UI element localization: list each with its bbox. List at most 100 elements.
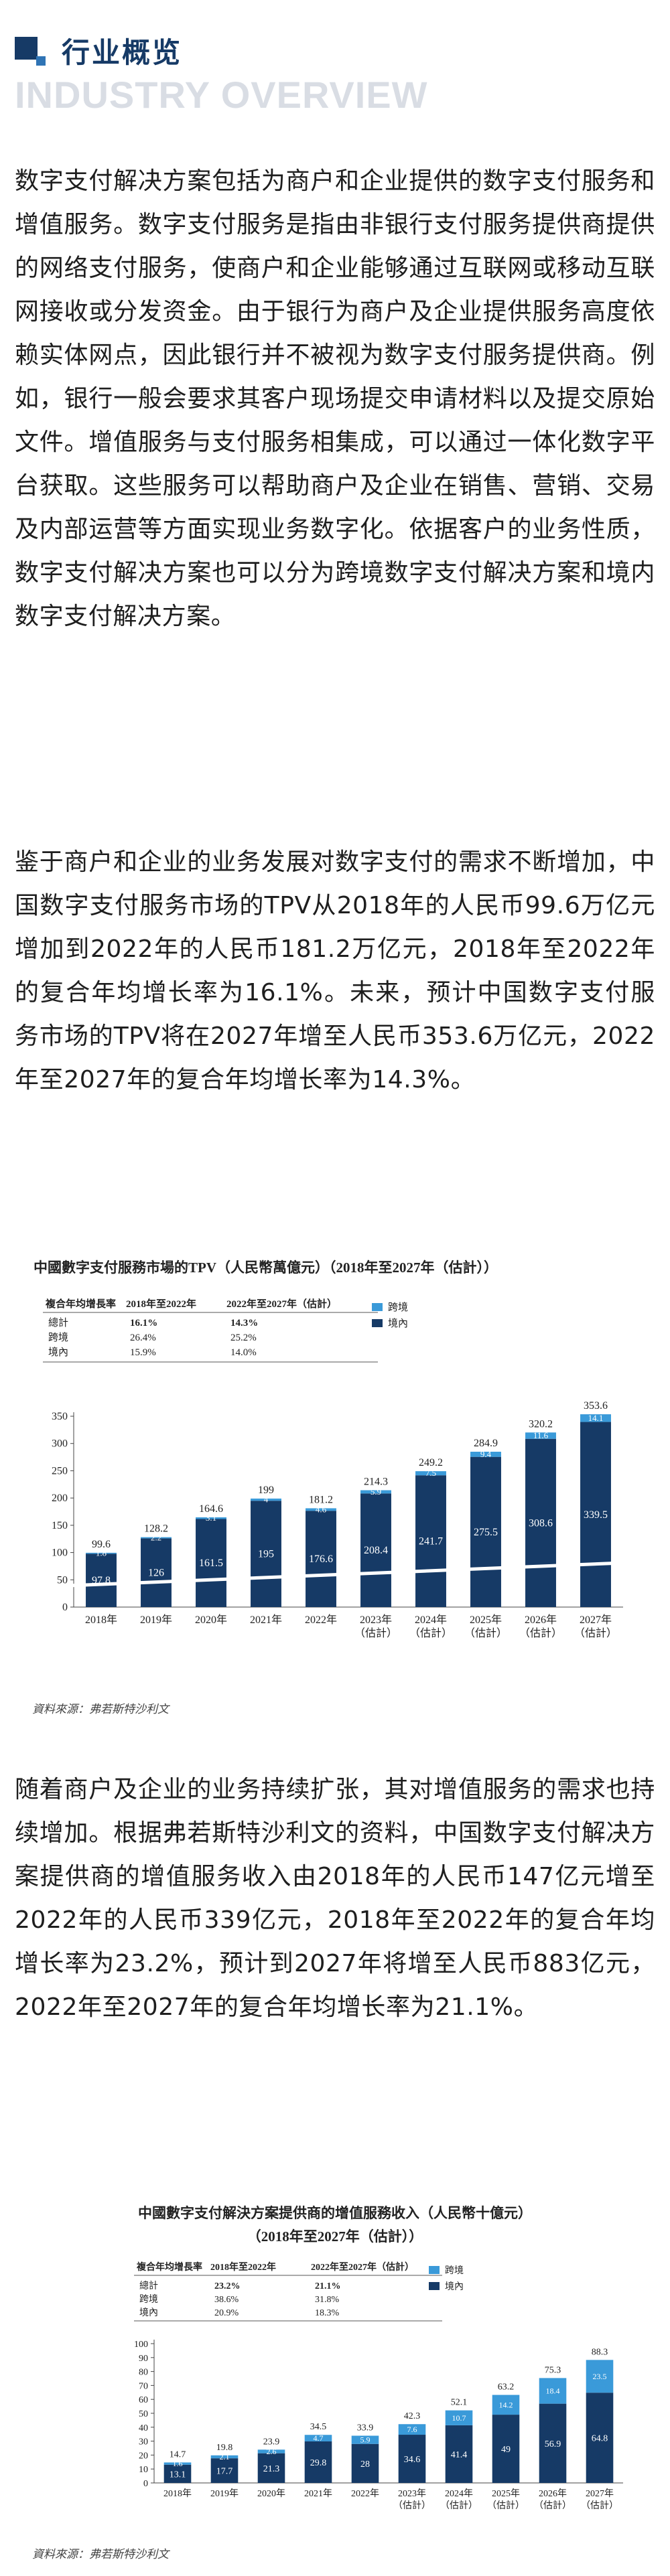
bar-cross-border-label-7: 14.2 xyxy=(499,2400,513,2409)
bar-domestic-4 xyxy=(351,2443,379,2483)
bar-total-label-0: 14.7 xyxy=(170,2449,186,2459)
x-category-label-2: 2020年 xyxy=(195,1614,227,1626)
bar-domestic-7 xyxy=(470,1456,501,1607)
cagr-header-1: 2018年至2022年 xyxy=(210,2261,276,2273)
bar-cross-border-label-1: 2.2 xyxy=(151,1533,161,1543)
bar-cross-border-2 xyxy=(196,1517,226,1519)
bar-cross-border-label-9: 14.1 xyxy=(588,1413,604,1423)
cagr-cell-0-2: 14.3% xyxy=(230,1318,258,1329)
legend-swatch-cross-border xyxy=(429,2266,440,2274)
bar-total-label-4: 181.2 xyxy=(309,1494,333,1505)
bar-cross-border-1 xyxy=(141,1537,172,1539)
bar-total-label-5: 42.3 xyxy=(404,2411,421,2421)
bar-total-label-1: 19.8 xyxy=(216,2443,233,2453)
legend-label-domestic: 境內 xyxy=(388,1317,408,1329)
cagr-cell-1-0: 跨境 xyxy=(139,2294,158,2305)
bar-total-label-8: 320.2 xyxy=(529,1418,553,1430)
bar-domestic-5 xyxy=(398,2435,426,2483)
bar-cross-border-label-8: 18.4 xyxy=(546,2386,560,2396)
x-category-label-1: 2019年 xyxy=(140,1614,172,1626)
x-category-label-3: 2021年 xyxy=(250,1614,282,1626)
y-tick-label: 20 xyxy=(139,2451,148,2461)
x-category-label-6: 2024年 xyxy=(445,2488,473,2499)
x-category-label-9: （估計） xyxy=(574,1627,617,1639)
x-category-label-7: （估計） xyxy=(487,2500,525,2511)
x-category-label-6: 2024年 xyxy=(415,1614,447,1626)
paragraph-value-added: 随着商户及企业的业务持续扩张，其对增值服务的需求也持续增加。根据弗若斯特沙利文的… xyxy=(15,1776,655,2021)
bar-domestic-label-3: 195 xyxy=(258,1549,274,1560)
bar-cross-border-0 xyxy=(86,1552,117,1554)
bar-cross-border-label-3: 4.7 xyxy=(314,2433,324,2443)
bar-domestic-label-5: 34.6 xyxy=(404,2455,421,2465)
cagr-cell-2-1: 15.9% xyxy=(130,1347,156,1358)
section-title: 行业概览 xyxy=(62,36,183,69)
bar-cross-border-label-0: 1.6 xyxy=(173,2459,183,2468)
bar-domestic-label-7: 49 xyxy=(501,2445,511,2455)
bar-total-label-6: 52.1 xyxy=(451,2398,468,2408)
y-tick-label: 50 xyxy=(139,2409,148,2419)
y-tick-label: 80 xyxy=(139,2368,148,2378)
bar-cross-border-9 xyxy=(580,1414,611,1422)
y-tick-label: 250 xyxy=(52,1465,68,1476)
bar-total-label-3: 199 xyxy=(258,1485,274,1496)
cagr-cell-1-0: 跨境 xyxy=(48,1331,68,1343)
bar-total-label-3: 34.5 xyxy=(310,2422,327,2432)
legend-swatch-domestic xyxy=(429,2282,440,2290)
x-category-label-7: （估計） xyxy=(464,1627,507,1639)
x-category-label-9: 2027年 xyxy=(580,1614,612,1626)
bar-cross-border-label-5: 5.9 xyxy=(371,1487,381,1497)
bar-domestic-8 xyxy=(525,1438,556,1607)
bar-domestic-1 xyxy=(141,1538,172,1607)
bar-cross-border-5 xyxy=(398,2424,426,2435)
bar-domestic-2 xyxy=(257,2453,285,2483)
bar-domestic-label-7: 275.5 xyxy=(474,1527,498,1538)
x-category-label-7: 2025年 xyxy=(492,2488,520,2499)
bar-total-label-7: 63.2 xyxy=(498,2382,515,2393)
bar-cross-border-1 xyxy=(210,2455,239,2459)
bar-cross-border-label-3: 4 xyxy=(264,1495,269,1505)
bar-total-label-8: 75.3 xyxy=(545,2365,561,2375)
chart-title: 中國數字支付解決方案提供商的增值服務收入（人民幣十億元） xyxy=(138,2205,532,2221)
cagr-cell-2-2: 14.0% xyxy=(230,1347,257,1358)
cagr-cell-0-0: 總計 xyxy=(48,1316,68,1329)
bar-total-label-4: 33.9 xyxy=(357,2423,374,2433)
x-category-label-8: （估計） xyxy=(534,2500,572,2511)
x-category-label-4: 2022年 xyxy=(305,1614,337,1626)
bar-domestic-9 xyxy=(580,1422,611,1607)
bar-cross-border-label-6: 10.7 xyxy=(452,2413,466,2423)
x-category-label-8: 2026年 xyxy=(539,2488,567,2499)
x-category-label-5: （估計） xyxy=(393,2500,431,2511)
cagr-cell-1-1: 38.6% xyxy=(214,2295,239,2305)
bar-domestic-6 xyxy=(445,2425,473,2483)
bar-domestic-label-8: 308.6 xyxy=(529,1517,553,1529)
bar-domestic-label-1: 126 xyxy=(148,1568,164,1579)
bar-domestic-3 xyxy=(304,2441,332,2483)
bar-domestic-label-2: 21.3 xyxy=(263,2464,280,2474)
y-tick-label: 300 xyxy=(52,1438,68,1450)
x-category-label-5: （估計） xyxy=(354,1627,397,1639)
cagr-cell-0-1: 23.2% xyxy=(214,2281,241,2291)
legend-label-cross-border: 跨境 xyxy=(445,2265,464,2276)
y-tick-label: 10 xyxy=(139,2465,148,2475)
bar-domestic-label-4: 28 xyxy=(360,2459,370,2470)
x-category-label-4: 2022年 xyxy=(351,2488,379,2499)
y-tick-label: 100 xyxy=(52,1547,68,1559)
vas-revenue-chart: 中國數字支付解決方案提供商的增值服務收入（人民幣十億元） （2018年至2027年… xyxy=(27,2203,643,2524)
bar-domestic-label-0: 13.1 xyxy=(170,2470,186,2480)
legend-swatch-domestic xyxy=(372,1319,383,1327)
bar-cross-border-6 xyxy=(415,1471,446,1476)
y-tick-label: 200 xyxy=(52,1493,68,1504)
bar-domestic-0 xyxy=(163,2464,192,2483)
bar-total-label-9: 353.6 xyxy=(584,1400,608,1412)
x-category-label-7: 2025年 xyxy=(470,1614,502,1626)
y-tick-label: 350 xyxy=(52,1411,68,1422)
paragraph-overview: 数字支付解决方案包括为商户和企业提供的数字支付服务和增值服务。数字支付服务是指由… xyxy=(15,167,655,630)
bar-cross-border-label-2: 3.1 xyxy=(206,1513,216,1523)
bar-cross-border-7 xyxy=(492,2395,520,2415)
bar-domestic-label-3: 29.8 xyxy=(310,2458,327,2468)
bar-domestic-label-9: 339.5 xyxy=(584,1509,608,1521)
x-category-label-1: 2019年 xyxy=(210,2488,239,2499)
bar-cross-border-label-4: 5.9 xyxy=(360,2435,371,2445)
cagr-cell-2-0: 境內 xyxy=(48,1346,68,1358)
x-category-label-6: （估計） xyxy=(440,2500,478,2511)
